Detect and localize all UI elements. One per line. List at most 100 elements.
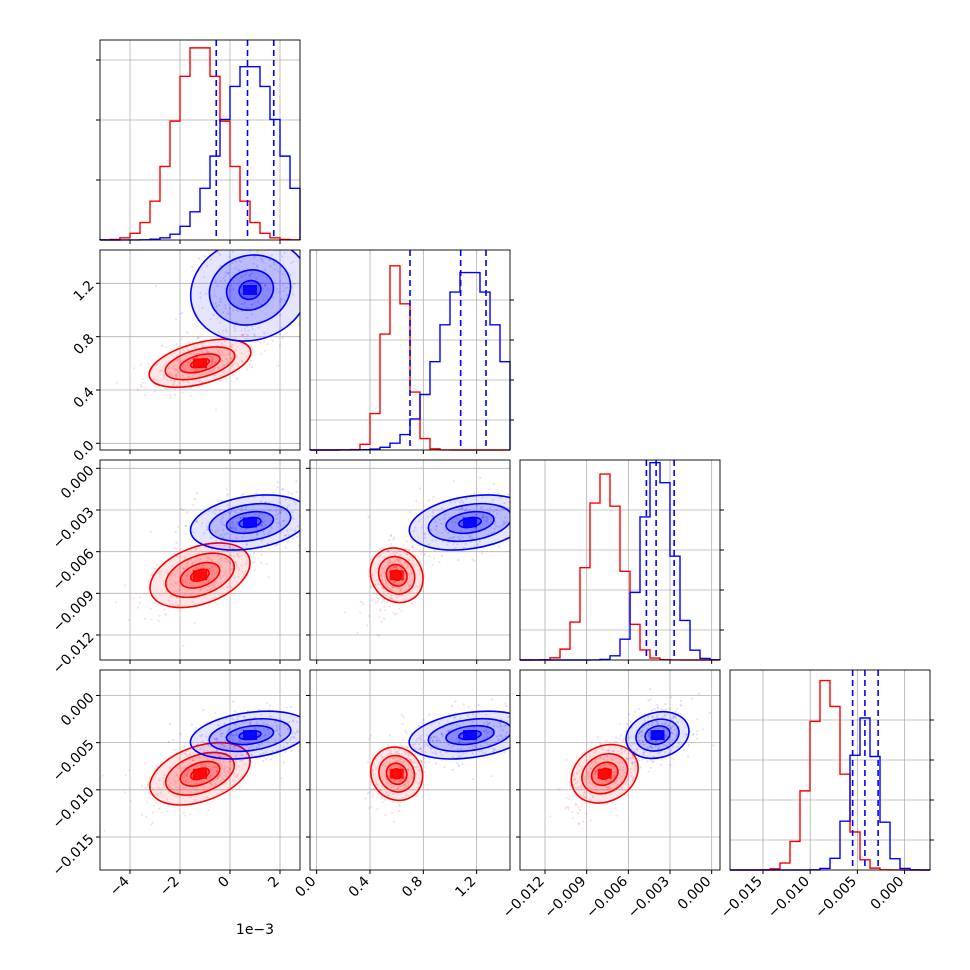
sample-point <box>196 544 199 547</box>
sample-point <box>238 739 242 743</box>
sample-point <box>254 492 258 495</box>
sample-point <box>261 538 264 541</box>
sample-point <box>642 752 645 755</box>
sample-point <box>259 523 262 527</box>
sample-point <box>464 497 468 500</box>
sample-point <box>257 743 261 746</box>
sample-point <box>223 740 227 743</box>
sample-point <box>672 716 675 719</box>
sample-point <box>401 738 404 741</box>
sample-point <box>557 515 559 517</box>
sample-point <box>217 345 221 349</box>
sample-point <box>591 794 594 797</box>
sample-point <box>254 513 257 516</box>
sample-point <box>178 786 181 789</box>
sample-point <box>253 333 256 336</box>
sample-point <box>261 520 264 524</box>
sample-point <box>449 502 452 505</box>
sample-point <box>410 731 413 734</box>
sample-point <box>414 526 417 529</box>
sample-point <box>431 563 434 567</box>
sample-point <box>457 558 460 562</box>
sample-point <box>234 754 237 757</box>
sample-point <box>397 809 401 813</box>
density-peak-series-0 <box>193 358 207 369</box>
sample-point <box>374 782 378 785</box>
sample-point <box>238 529 242 533</box>
sample-point <box>250 272 253 276</box>
sample-point <box>263 283 266 286</box>
sample-point <box>250 303 253 306</box>
sample-point <box>268 259 271 262</box>
sample-point <box>215 305 218 308</box>
sample-point <box>220 556 223 560</box>
sample-point <box>452 536 455 539</box>
sample-point <box>666 724 669 727</box>
sample-point <box>150 618 153 621</box>
sample-point <box>542 520 544 522</box>
sample-point <box>485 515 488 519</box>
sample-point <box>621 740 624 743</box>
sample-point <box>231 250 234 253</box>
sample-point <box>391 756 395 759</box>
sample-point <box>166 810 169 813</box>
sample-point <box>163 608 166 611</box>
sample-point <box>175 785 178 788</box>
sample-point <box>594 760 597 763</box>
sample-point <box>499 721 502 724</box>
sample-point <box>219 732 222 735</box>
sample-point <box>210 768 214 771</box>
sample-point <box>387 773 390 776</box>
sample-point <box>575 771 578 775</box>
sample-point <box>231 526 234 530</box>
sample-point <box>426 788 430 792</box>
sample-point <box>654 745 657 748</box>
sample-point <box>262 298 265 301</box>
sample-point <box>157 786 160 789</box>
sample-point <box>664 713 667 716</box>
scatter-panel-3-0 <box>96 669 333 874</box>
sample-point <box>266 728 269 731</box>
sample-point <box>668 707 671 710</box>
sample-point <box>222 363 225 367</box>
sample-point <box>473 744 476 747</box>
sample-point <box>389 597 392 600</box>
sample-point <box>628 736 631 739</box>
sample-point <box>266 728 269 731</box>
sample-point <box>522 520 524 522</box>
sample-point <box>211 554 214 557</box>
sample-point <box>399 582 403 585</box>
sample-point <box>515 519 517 521</box>
sample-point <box>242 333 245 336</box>
sample-point <box>584 792 587 795</box>
sample-point <box>448 729 451 732</box>
sample-point <box>380 575 383 578</box>
sample-point <box>192 783 196 786</box>
sample-point <box>407 548 411 551</box>
sample-point <box>515 505 517 507</box>
sample-point <box>406 782 409 785</box>
sample-point <box>669 728 672 731</box>
sample-point <box>331 732 333 734</box>
sample-point <box>426 744 430 747</box>
sample-point <box>232 718 235 721</box>
sample-point <box>273 263 276 266</box>
sample-point <box>434 520 437 524</box>
sample-point <box>183 744 186 748</box>
sample-point <box>287 491 290 494</box>
sample-point <box>278 344 281 347</box>
sample-point <box>392 788 395 791</box>
sample-point <box>611 787 615 790</box>
sample-point <box>586 771 589 774</box>
sample-point <box>615 740 618 744</box>
sample-point <box>188 352 192 355</box>
sample-point <box>483 741 486 744</box>
sample-point <box>291 293 295 296</box>
sample-point <box>406 768 409 771</box>
density-peak-series-1 <box>243 730 257 741</box>
sample-point <box>413 563 416 566</box>
sample-point <box>580 787 584 790</box>
sample-point <box>201 351 204 354</box>
sample-point <box>486 518 489 521</box>
sample-point <box>168 373 171 376</box>
